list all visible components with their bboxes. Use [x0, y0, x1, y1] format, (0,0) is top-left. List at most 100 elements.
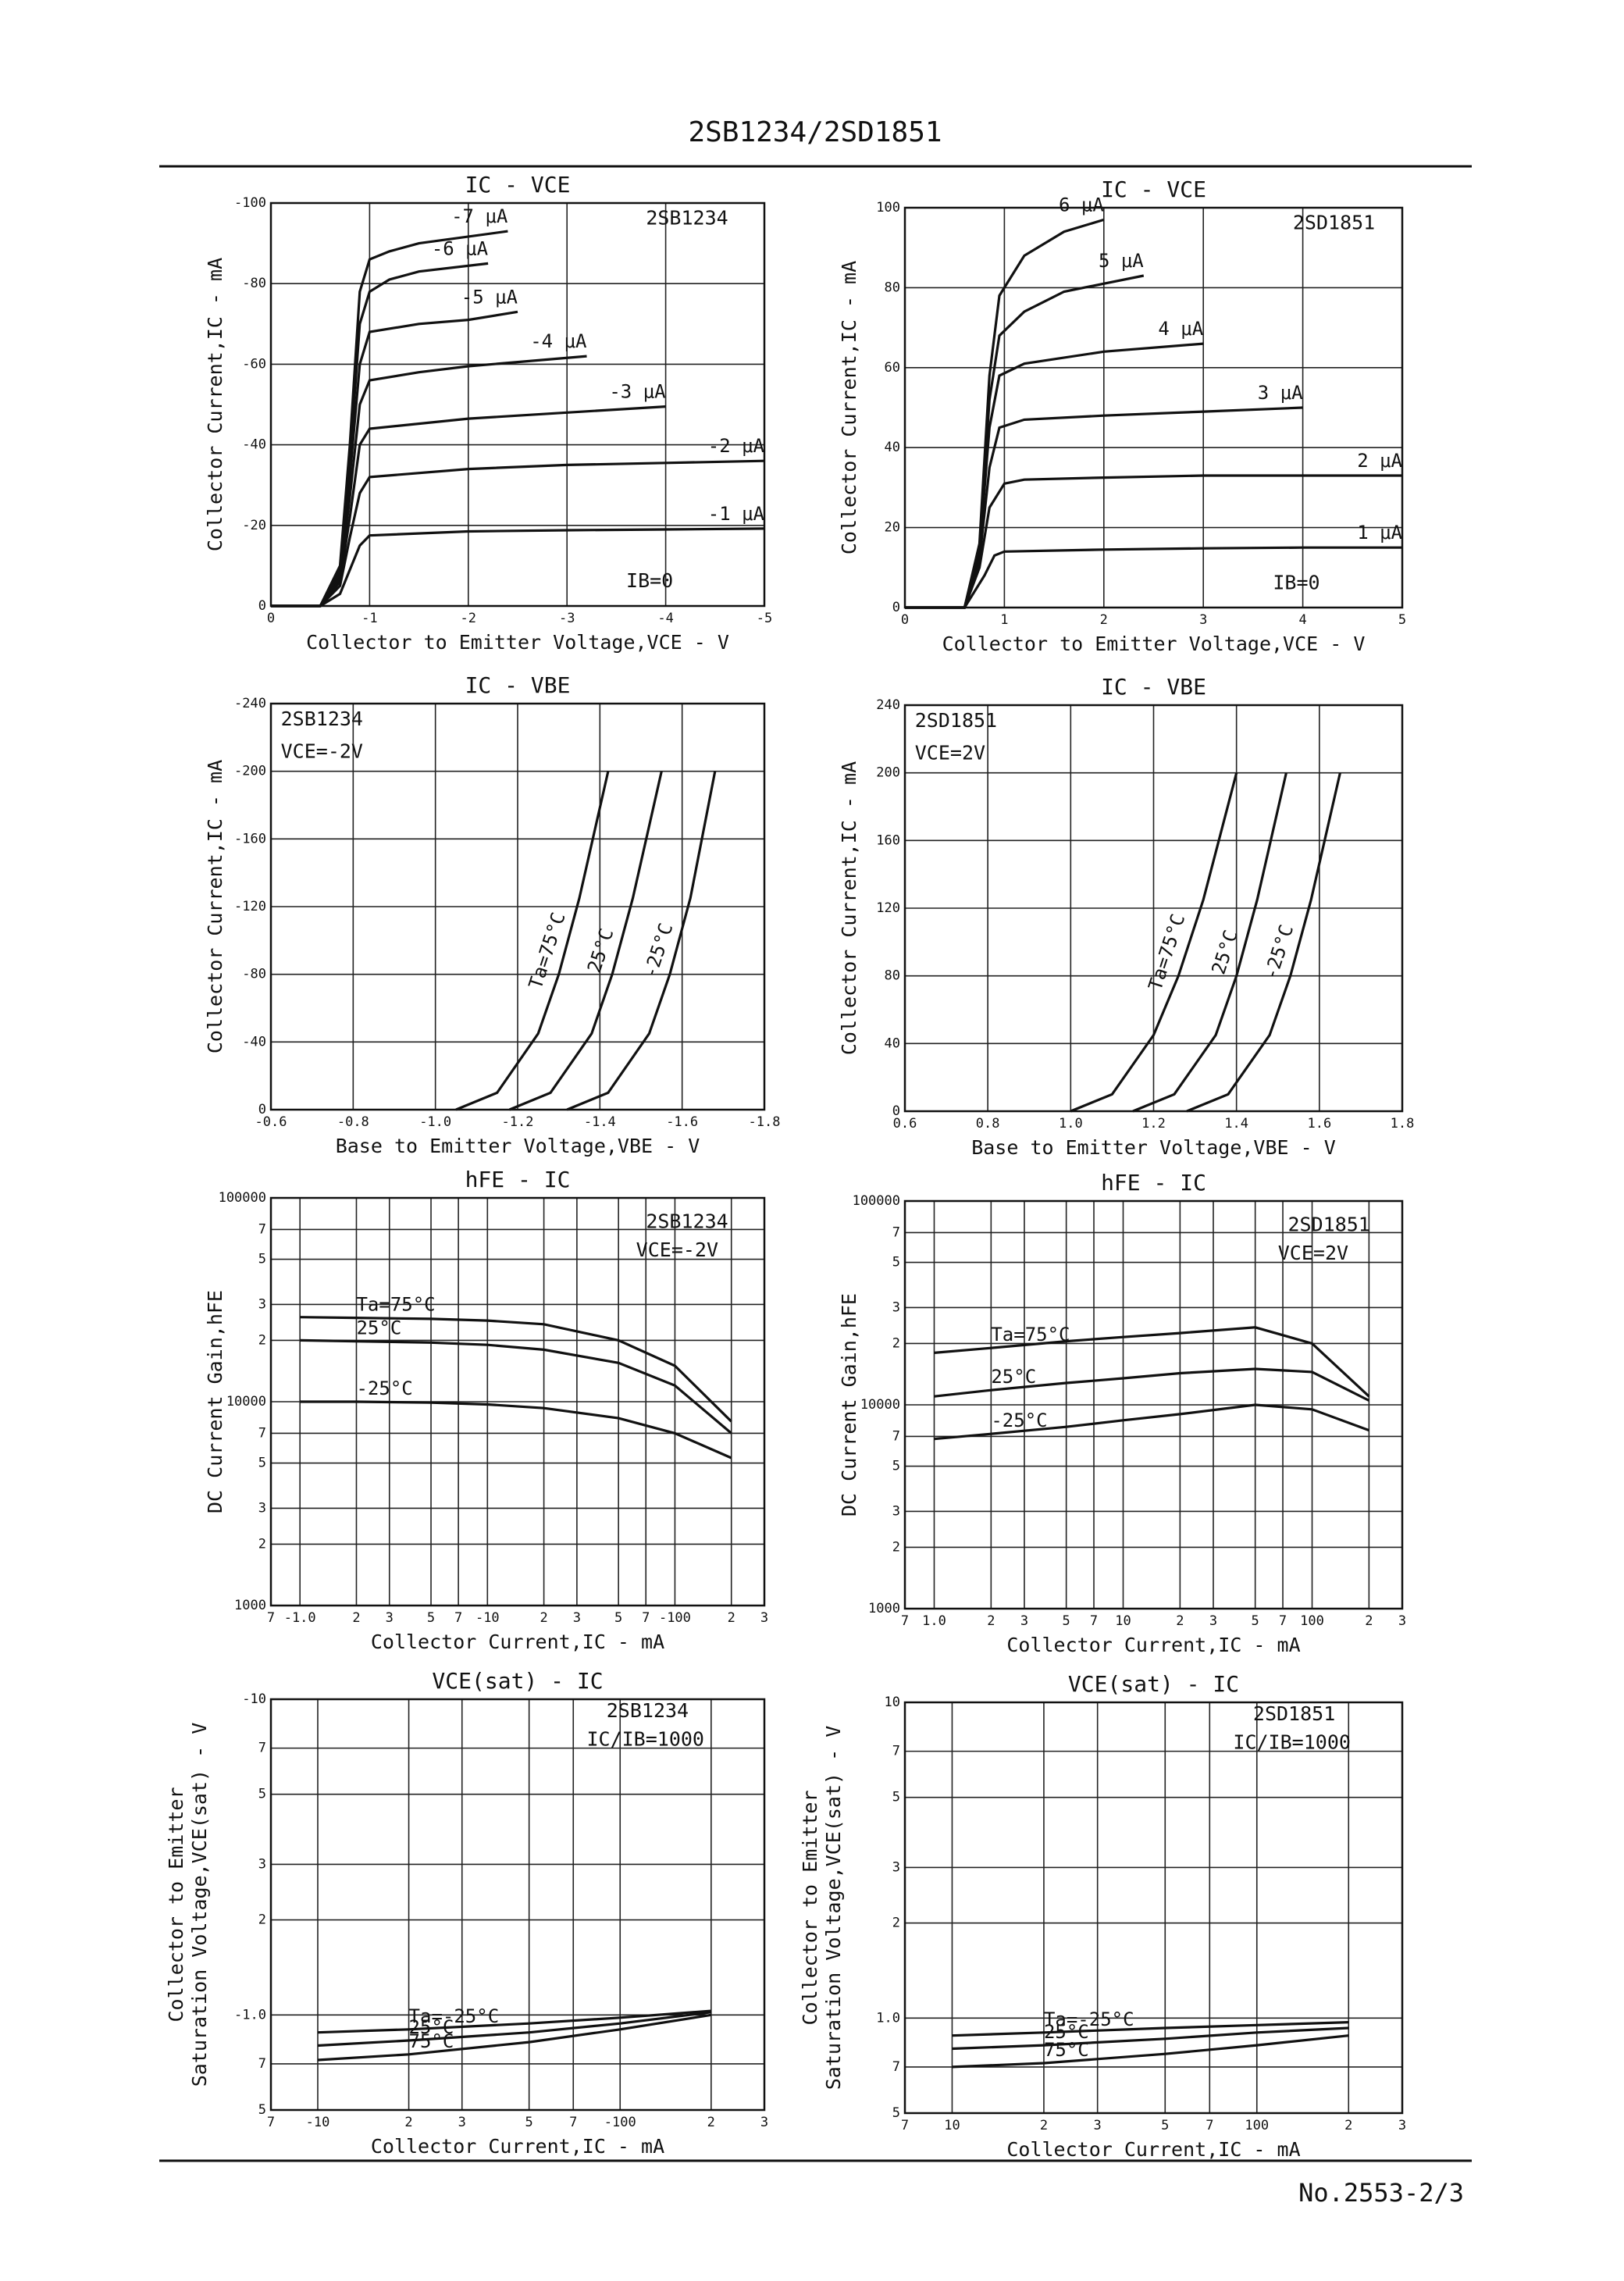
- x-tick-label: -0.6: [255, 1114, 287, 1130]
- chart-title: IC - VCE: [465, 172, 571, 198]
- x-tick-label: 1.0: [922, 1613, 946, 1629]
- y-tick-label: 2: [258, 1332, 266, 1348]
- plot-frame: [269, 702, 766, 1111]
- chart: 7 1.0 2 3 5 7 10 2 3 5 7 100 2 3 1000 2 3 5 7 10000 2 3 5 7 1000…: [838, 1170, 1406, 1656]
- x-axis-label: Collector Current,IC - mA: [371, 1631, 664, 1653]
- x-tick-label: -3: [559, 611, 575, 626]
- y-tick-label: 0: [892, 600, 900, 615]
- x-tick-label: 2: [1176, 1613, 1184, 1629]
- x-tick-label: 7: [1279, 1613, 1287, 1629]
- x-tick-label: 1: [1000, 612, 1008, 628]
- y-tick-label: 40: [885, 440, 900, 455]
- chart: 0 -1 -2 -3 -4 -5 0 -20 -40 -60 -80 -100 IC - VCE Coll…: [204, 172, 772, 654]
- x-tick-label: 3: [386, 1610, 394, 1626]
- annotation: IC/IB=1000: [586, 1728, 704, 1751]
- annotation: VCE=2V: [915, 741, 985, 764]
- chart-title: hFE - IC: [1101, 1170, 1206, 1196]
- y-tick-label: -100: [234, 195, 266, 211]
- curve: [905, 274, 1145, 609]
- x-tick-label: 7: [454, 1610, 462, 1626]
- x-tick-label: 3: [1398, 2118, 1406, 2133]
- x-tick-label: 7: [267, 1610, 275, 1626]
- curve: [271, 459, 765, 608]
- y-tick-label: 5: [258, 1456, 266, 1471]
- x-tick-label: 1.8: [1391, 1116, 1415, 1132]
- x-tick-label: 5: [1252, 1613, 1259, 1629]
- curve-label: -3 μA: [609, 381, 666, 403]
- x-tick-label: 7: [642, 1610, 650, 1626]
- x-tick-label: 3: [760, 1610, 768, 1626]
- y-tick-label: 160: [876, 832, 900, 848]
- y-tick-label: -1.0: [234, 2007, 266, 2023]
- y-tick-label: 240: [876, 697, 900, 713]
- x-tick-label: 7: [901, 1613, 909, 1629]
- y-tick-label: 3: [892, 1299, 900, 1315]
- annotation: 2SD1851: [1287, 1213, 1369, 1235]
- annotation: VCE=2V: [1278, 1242, 1348, 1264]
- y-tick-label: 1.0: [876, 2010, 900, 2026]
- curve-label: Ta=75°C: [1144, 911, 1189, 993]
- y-tick-label: -200: [234, 764, 266, 779]
- y-tick-label: -160: [234, 831, 266, 846]
- curve: [271, 230, 508, 608]
- x-tick-label: 1.0: [1059, 1116, 1083, 1132]
- curve: [952, 2026, 1349, 2051]
- curve-label: -25°C: [356, 1378, 412, 1399]
- x-tick-label: 1.6: [1307, 1116, 1331, 1132]
- x-tick-label: 0.6: [893, 1116, 917, 1132]
- chart: 7 -1.0 2 3 5 7 -10 2 3 5 7 -100 2 3 1000 2 3 5 7 10000 2 3 5 7 1…: [204, 1167, 768, 1653]
- y-tick-label: -60: [242, 356, 266, 372]
- curve: [905, 546, 1402, 609]
- y-tick-label: 3: [892, 1859, 900, 1875]
- x-tick-label: 2: [1344, 2118, 1352, 2133]
- curve-label: Ta=75°C: [525, 910, 570, 992]
- chart: 0.6 0.8 1.0 1.2 1.4 1.6 1.8 0 40 80 120 160 200 240 IC…: [838, 674, 1414, 1159]
- y-tick-label: 40: [885, 1035, 900, 1051]
- y-tick-label: 20: [885, 520, 900, 536]
- x-tick-label: 2: [1100, 612, 1108, 628]
- y-tick-label: 10000: [860, 1397, 900, 1413]
- x-tick-label: 5: [427, 1610, 435, 1626]
- curve-label: -1 μA: [708, 503, 765, 525]
- x-tick-label: 2: [404, 2115, 412, 2130]
- annotation: 2SD1851: [1253, 1702, 1335, 1725]
- y-tick-label: 5: [258, 1787, 266, 1802]
- chart-title: hFE - IC: [465, 1167, 571, 1192]
- y-tick-label: 3: [258, 1856, 266, 1872]
- curve: [934, 1367, 1370, 1402]
- x-axis-label: Collector to Emitter Voltage,VCE - V: [942, 633, 1366, 655]
- y-tick-label: 7: [892, 1744, 900, 1759]
- plot-frame: [903, 1199, 1404, 1610]
- curve-label: 75°C: [1044, 2039, 1089, 2061]
- y-tick-label: 2: [892, 1539, 900, 1555]
- y-axis-label: DC Current Gain,hFE: [204, 1290, 226, 1513]
- x-tick-label: 7: [1206, 2118, 1213, 2133]
- y-tick-label: 100000: [853, 1193, 900, 1209]
- curve-label: 1 μA: [1357, 522, 1402, 544]
- curve-label: 6 μA: [1059, 194, 1104, 216]
- y-tick-label: 2: [258, 1912, 266, 1928]
- x-axis-label: Base to Emitter Voltage,VBE - V: [971, 1136, 1336, 1159]
- y-tick-label: 0: [258, 1102, 266, 1117]
- y-tick-label: 7: [892, 2059, 900, 2075]
- y-axis-label: Saturation Voltage,VCE(sat) - V: [188, 1723, 211, 2087]
- curve-label: Ta=75°C: [356, 1294, 435, 1316]
- y-tick-label: 0: [258, 598, 266, 614]
- chart-title: IC - VBE: [465, 672, 571, 698]
- plot-frame: [903, 206, 1404, 609]
- x-tick-label: 3: [1199, 612, 1207, 628]
- curve-label: 75°C: [409, 2030, 454, 2052]
- x-tick-label: 100: [1300, 1613, 1324, 1629]
- x-tick-label: 10: [1115, 1613, 1131, 1629]
- annotation: 2SB1234: [646, 1210, 728, 1232]
- y-tick-label: 100000: [219, 1190, 266, 1206]
- x-tick-label: -10: [475, 1610, 500, 1626]
- x-axis-label: Collector to Emitter Voltage,VCE - V: [306, 631, 729, 654]
- annotation: VCE=-2V: [281, 740, 363, 762]
- y-tick-label: -20: [242, 518, 266, 533]
- y-tick-label: 0: [892, 1103, 900, 1119]
- y-tick-label: 1000: [868, 1601, 900, 1616]
- x-tick-label: -1.0: [419, 1114, 451, 1130]
- y-tick-label: 3: [258, 1296, 266, 1312]
